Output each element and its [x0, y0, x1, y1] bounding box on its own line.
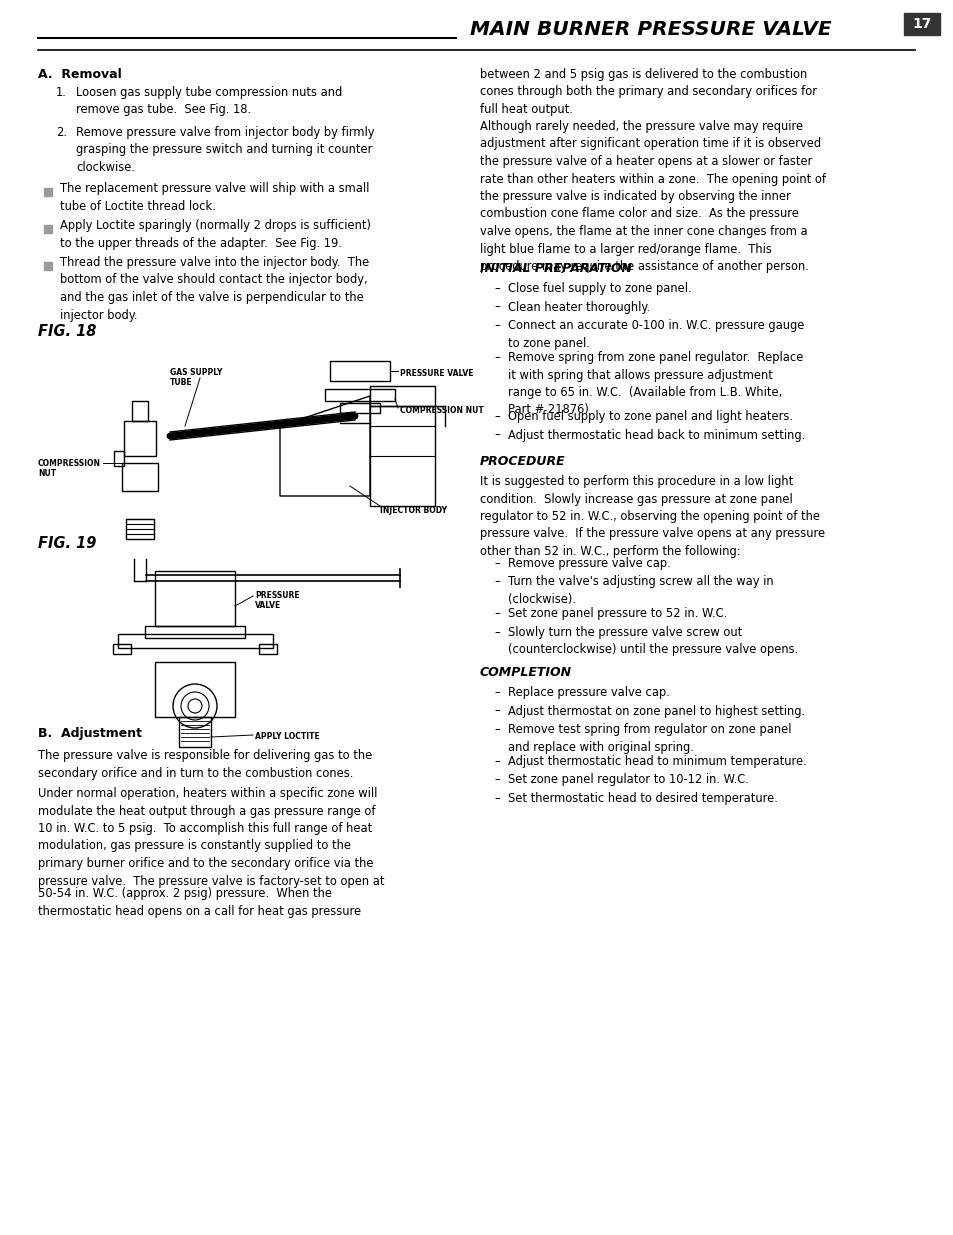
Text: –: – [494, 608, 499, 620]
Text: Remove spring from zone panel regulator.  Replace
it with spring that allows pre: Remove spring from zone panel regulator.… [507, 351, 802, 416]
Bar [370, 406, 435, 506]
Text: 2.: 2. [56, 126, 67, 140]
Text: The pressure valve is responsible for delivering gas to the
secondary orifice an: The pressure valve is responsible for de… [38, 748, 372, 779]
Text: –: – [494, 319, 499, 332]
Text: FIG. 18: FIG. 18 [38, 324, 96, 338]
Bar [154, 662, 234, 718]
Text: –: – [494, 351, 499, 364]
Text: A.  Removal: A. Removal [38, 68, 122, 82]
Bar [132, 401, 148, 421]
Text: Adjust thermostatic head back to minimum setting.: Adjust thermostatic head back to minimum… [507, 429, 804, 441]
Bar [370, 387, 435, 406]
Bar [330, 361, 390, 382]
Text: Turn the valve's adjusting screw all the way in
(clockwise).: Turn the valve's adjusting screw all the… [507, 576, 773, 606]
Text: –: – [494, 704, 499, 718]
Text: The replacement pressure valve will ship with a small
tube of Loctite thread loc: The replacement pressure valve will ship… [60, 182, 369, 212]
Text: Loosen gas supply tube compression nuts and
remove gas tube.  See Fig. 18.: Loosen gas supply tube compression nuts … [76, 86, 342, 116]
Text: COMPRESSION
NUT: COMPRESSION NUT [38, 459, 101, 478]
Text: –: – [494, 773, 499, 787]
Text: Apply Loctite sparingly (normally 2 drops is sufficient)
to the upper threads of: Apply Loctite sparingly (normally 2 drop… [60, 219, 371, 249]
Text: Remove test spring from regulator on zone panel
and replace with original spring: Remove test spring from regulator on zon… [507, 722, 791, 753]
Bar [903, 14, 939, 35]
Bar [126, 519, 153, 538]
Bar [339, 403, 379, 412]
Bar [44, 188, 52, 196]
Text: INITIAL PREPARATION: INITIAL PREPARATION [479, 262, 631, 275]
Text: INJECTOR BODY: INJECTOR BODY [379, 506, 447, 515]
Bar [154, 571, 234, 626]
Text: PRESSURE
VALVE: PRESSURE VALVE [254, 592, 299, 610]
Text: between 2 and 5 psig gas is delivered to the combustion
cones through both the p: between 2 and 5 psig gas is delivered to… [479, 68, 816, 116]
Bar [118, 634, 273, 648]
Text: –: – [494, 626, 499, 638]
Text: Clean heater thoroughly.: Clean heater thoroughly. [507, 300, 649, 314]
Text: Under normal operation, heaters within a specific zone will
modulate the heat ou: Under normal operation, heaters within a… [38, 787, 384, 888]
Text: Remove pressure valve from injector body by firmly
grasping the pressure switch : Remove pressure valve from injector body… [76, 126, 375, 174]
Text: PRESSURE VALVE: PRESSURE VALVE [399, 369, 473, 378]
Bar [112, 643, 131, 655]
Bar [113, 451, 124, 466]
Text: APPLY LOCTITE: APPLY LOCTITE [254, 732, 319, 741]
Text: –: – [494, 282, 499, 295]
Bar [179, 718, 211, 747]
Text: Adjust thermostat on zone panel to highest setting.: Adjust thermostat on zone panel to highe… [507, 704, 804, 718]
Text: –: – [494, 722, 499, 736]
Bar [258, 643, 276, 655]
Text: –: – [494, 755, 499, 768]
Bar [44, 262, 52, 270]
Text: Replace pressure valve cap.: Replace pressure valve cap. [507, 685, 669, 699]
Text: Adjust thermostatic head to minimum temperature.: Adjust thermostatic head to minimum temp… [507, 755, 806, 768]
Bar [122, 463, 158, 492]
Text: Set thermostatic head to desired temperature.: Set thermostatic head to desired tempera… [507, 792, 777, 805]
Bar [44, 225, 52, 233]
Text: Set zone panel pressure to 52 in. W.C.: Set zone panel pressure to 52 in. W.C. [507, 608, 726, 620]
Text: PROCEDURE: PROCEDURE [479, 454, 565, 468]
Text: Close fuel supply to zone panel.: Close fuel supply to zone panel. [507, 282, 691, 295]
Text: 50-54 in. W.C. (approx. 2 psig) pressure.  When the
thermostatic head opens on a: 50-54 in. W.C. (approx. 2 psig) pressure… [38, 887, 361, 918]
Text: COMPLETION: COMPLETION [479, 666, 572, 679]
Bar [124, 421, 156, 456]
Bar [325, 389, 395, 401]
Text: Open fuel supply to zone panel and light heaters.: Open fuel supply to zone panel and light… [507, 410, 792, 424]
Text: GAS SUPPLY
TUBE: GAS SUPPLY TUBE [170, 368, 222, 388]
Text: –: – [494, 410, 499, 424]
Text: Thread the pressure valve into the injector body.  The
bottom of the valve shoul: Thread the pressure valve into the injec… [60, 256, 369, 321]
Text: –: – [494, 685, 499, 699]
Text: Although rarely needed, the pressure valve may require
adjustment after signific: Although rarely needed, the pressure val… [479, 120, 825, 273]
Text: Slowly turn the pressure valve screw out
(counterclockwise) until the pressure v: Slowly turn the pressure valve screw out… [507, 626, 798, 657]
Text: –: – [494, 792, 499, 805]
Text: It is suggested to perform this procedure in a low light
condition.  Slowly incr: It is suggested to perform this procedur… [479, 475, 824, 558]
Text: 17: 17 [911, 17, 931, 31]
Text: Remove pressure valve cap.: Remove pressure valve cap. [507, 557, 670, 571]
Text: 1.: 1. [56, 86, 67, 99]
Text: Set zone panel regulator to 10-12 in. W.C.: Set zone panel regulator to 10-12 in. W.… [507, 773, 748, 787]
Bar [145, 626, 245, 638]
Text: COMPRESSION NUT: COMPRESSION NUT [399, 406, 483, 415]
Text: –: – [494, 576, 499, 589]
Text: FIG. 19: FIG. 19 [38, 536, 96, 551]
Text: –: – [494, 429, 499, 441]
Text: –: – [494, 557, 499, 571]
Text: MAIN BURNER PRESSURE VALVE: MAIN BURNER PRESSURE VALVE [470, 20, 831, 40]
Text: –: – [494, 300, 499, 314]
Text: Connect an accurate 0-100 in. W.C. pressure gauge
to zone panel.: Connect an accurate 0-100 in. W.C. press… [507, 319, 803, 350]
Text: B.  Adjustment: B. Adjustment [38, 727, 142, 740]
